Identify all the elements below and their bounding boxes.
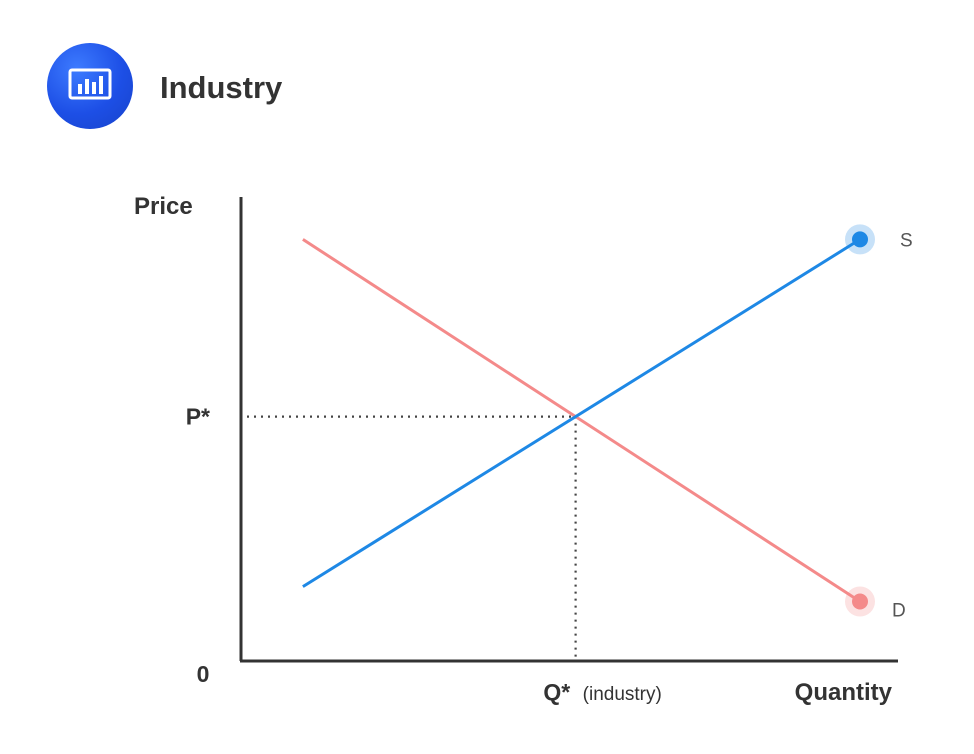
page-title: Industry (160, 70, 283, 105)
quantity-note: (industry) (583, 684, 662, 705)
demand-line (302, 238, 861, 603)
quantity-star-label: Q* (543, 679, 570, 705)
supply-endpoint (852, 231, 868, 248)
equilibrium-quantity-label: Q* (industry) (543, 679, 661, 705)
origin-label: 0 (197, 661, 210, 687)
equilibrium-price-label: P* (186, 404, 210, 430)
x-axis-label: Quantity (795, 679, 893, 706)
bar-chart-icon (47, 43, 133, 129)
demand-endpoint (852, 593, 868, 610)
supply-series-label: S (900, 230, 913, 251)
supply-line (302, 238, 861, 588)
y-axis-label: Price (134, 193, 193, 220)
demand-series-label: D (892, 600, 906, 621)
